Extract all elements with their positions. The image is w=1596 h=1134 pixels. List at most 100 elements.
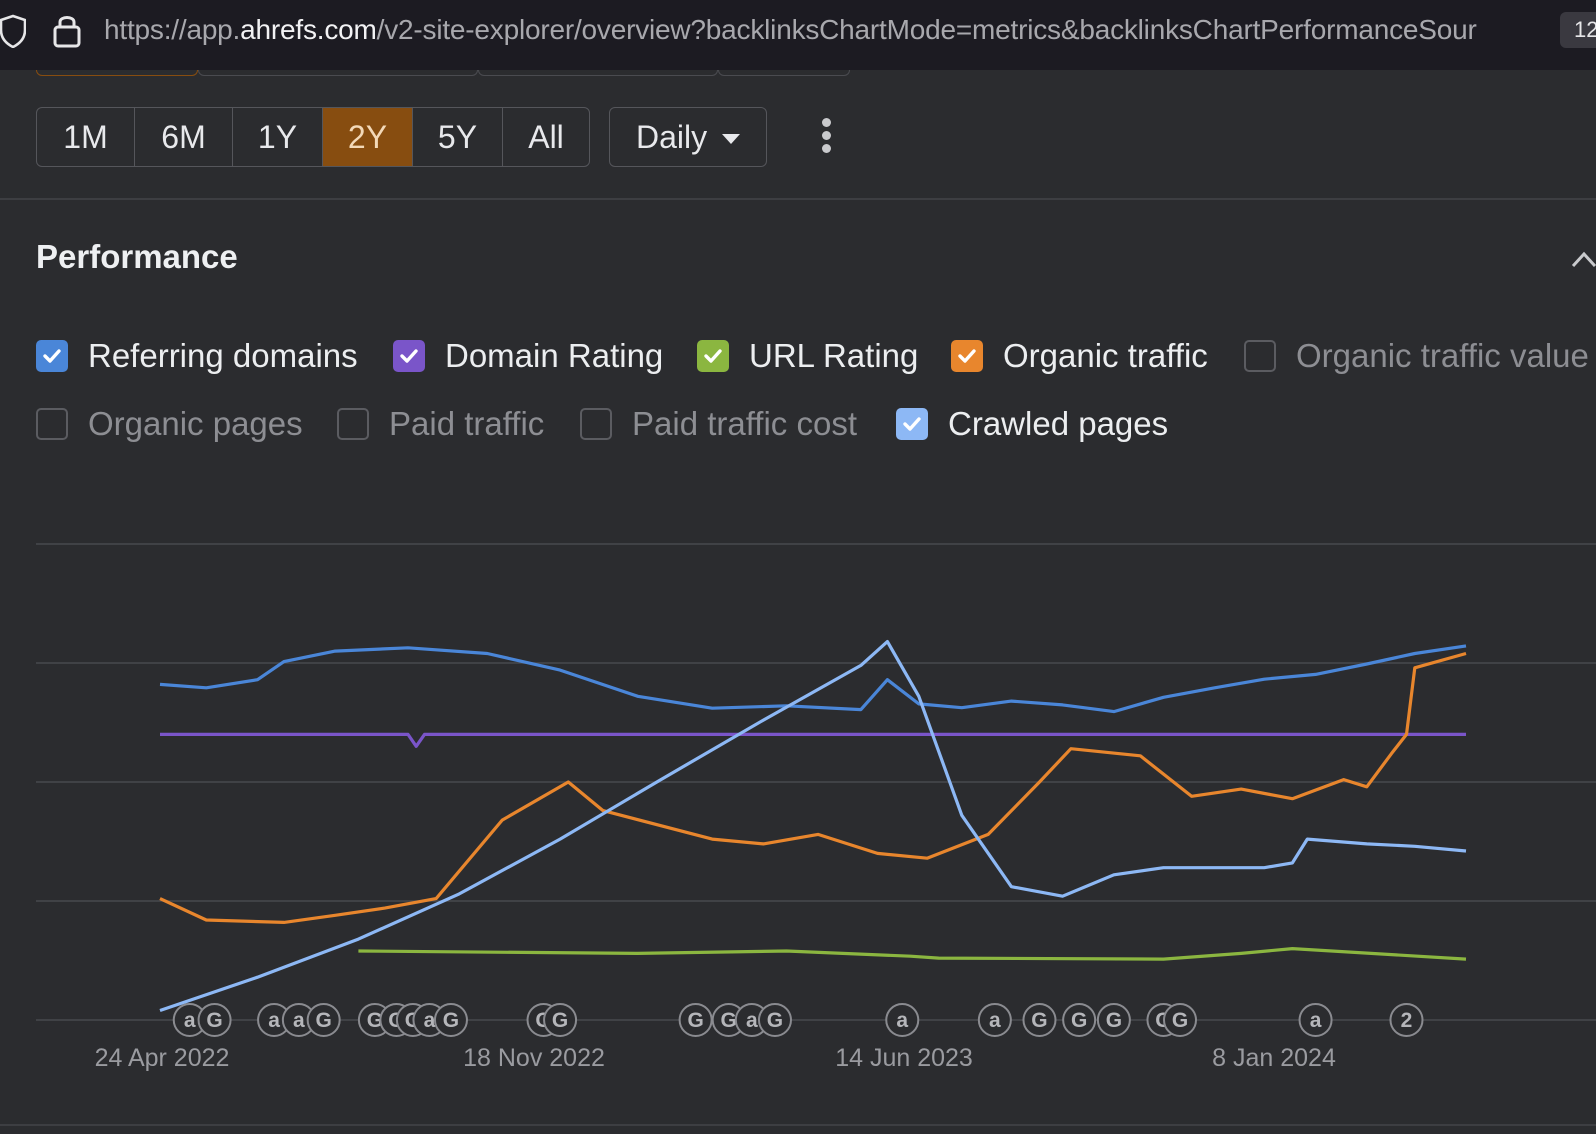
range-button-5y[interactable]: 5Y xyxy=(413,108,503,166)
checkbox-icon[interactable] xyxy=(580,408,612,440)
x-tick-label: 8 Jan 2024 xyxy=(1212,1044,1336,1072)
annotation-label: G xyxy=(315,1009,331,1032)
performance-chart[interactable]: aGaaGGGGaGGGGGaGaaGGGGGa2 24 Apr 202218 … xyxy=(0,480,1596,1120)
series-line-organic-traffic xyxy=(159,651,1467,924)
granularity-dropdown[interactable]: Daily xyxy=(609,107,767,167)
annotation-marker: G xyxy=(306,1003,341,1037)
annotation-marker: G xyxy=(678,1003,713,1037)
legend-label: Organic traffic value xyxy=(1296,337,1589,374)
series-crawled-pages xyxy=(159,640,1467,1013)
annotation-label: G xyxy=(367,1009,383,1032)
annotation-label: G xyxy=(1031,1009,1047,1032)
x-tick-label: 18 Nov 2022 xyxy=(463,1044,605,1072)
legend-organic-traffic[interactable]: Organic traffic xyxy=(951,336,1208,376)
shield-icon[interactable] xyxy=(0,14,26,48)
previous-row-button-edge xyxy=(478,70,718,76)
annotation-label: G xyxy=(206,1009,222,1032)
annotation-label: a xyxy=(896,1009,908,1032)
annotation-label: G xyxy=(1071,1009,1087,1032)
legend-organic-traffic-value[interactable]: Organic traffic value xyxy=(1244,336,1589,376)
legend-label: Referring domains xyxy=(88,337,358,374)
annotation-badge xyxy=(1389,1003,1424,1037)
series-url-rating xyxy=(358,947,1467,961)
checkbox-icon[interactable] xyxy=(697,340,729,372)
legend-label: Crawled pages xyxy=(948,405,1169,442)
series-line-referring-domains xyxy=(159,644,1467,714)
annotation-label: a xyxy=(746,1009,758,1032)
annotation-label: G xyxy=(721,1009,737,1032)
chevron-up-icon[interactable] xyxy=(1570,248,1596,270)
annotation-label: a xyxy=(989,1009,1001,1032)
granularity-label: Daily xyxy=(636,119,708,155)
annotation-badge xyxy=(1022,1003,1057,1037)
legend-organic-pages[interactable]: Organic pages xyxy=(36,404,303,444)
annotation-label: G xyxy=(1106,1009,1122,1032)
annotation-label: a xyxy=(293,1009,305,1032)
section-divider xyxy=(0,198,1596,200)
range-button-all[interactable]: All xyxy=(528,119,564,155)
annotation-badge xyxy=(433,1003,468,1037)
legend-label: Paid traffic cost xyxy=(632,405,857,442)
chart-gridlines xyxy=(36,543,1596,1021)
x-tick-label: 14 Jun 2023 xyxy=(835,1044,973,1072)
range-button-6m[interactable]: 6M xyxy=(135,108,233,166)
url-path: /v2-site-explorer/overview?backlinksChar… xyxy=(376,14,1477,45)
previous-row-button-edge xyxy=(198,70,478,76)
series-referring-domains xyxy=(159,644,1467,714)
checkbox-icon[interactable] xyxy=(36,408,68,440)
date-range-selector: 1M 6M 1Y 2Y 5Y All xyxy=(36,107,590,167)
series-line-crawled-pages xyxy=(159,640,1467,1013)
legend-paid-traffic-cost[interactable]: Paid traffic cost xyxy=(580,404,857,444)
annotation-marker: a xyxy=(1298,1003,1333,1037)
checkbox-icon[interactable] xyxy=(36,340,68,372)
legend-crawled-pages[interactable]: Crawled pages xyxy=(896,404,1168,444)
annotation-marker: 2 xyxy=(1389,1003,1424,1037)
annotation-badge xyxy=(1298,1003,1333,1037)
annotation-label: G xyxy=(1172,1009,1188,1032)
legend-paid-traffic[interactable]: Paid traffic xyxy=(337,404,544,444)
annotation-label: a xyxy=(424,1009,436,1032)
lock-icon[interactable] xyxy=(52,12,82,48)
x-tick-label: 24 Apr 2022 xyxy=(95,1044,230,1072)
annotation-badge xyxy=(1062,1003,1097,1037)
legend-domain-rating[interactable]: Domain Rating xyxy=(393,336,663,376)
range-button-2y[interactable]: 2Y xyxy=(323,108,413,166)
series-domain-rating xyxy=(159,732,1467,748)
legend-label: Domain Rating xyxy=(445,337,664,374)
series-organic-traffic xyxy=(159,651,1467,924)
annotation-badge xyxy=(1163,1003,1198,1037)
range-button-1m[interactable]: 1M xyxy=(37,108,135,166)
annotation-marker: G xyxy=(711,1003,746,1037)
annotation-badge xyxy=(1096,1003,1131,1037)
section-divider xyxy=(0,1124,1596,1126)
previous-row-button-edge xyxy=(36,70,198,76)
more-options-icon[interactable] xyxy=(818,118,834,158)
legend-url-rating[interactable]: URL Rating xyxy=(697,336,918,376)
url-text[interactable]: https://app.ahrefs.com/v2-site-explorer/… xyxy=(104,14,1477,46)
annotation-badge xyxy=(678,1003,713,1037)
legend-label: Organic traffic xyxy=(1003,337,1208,374)
section-title: Performance xyxy=(36,238,238,275)
annotation-badge xyxy=(885,1003,920,1037)
legend-referring-domains[interactable]: Referring domains xyxy=(36,336,358,376)
annotation-marker: a xyxy=(734,1003,769,1037)
chart-annotations: aGaaGGGGaGGGGGaGaaGGGGGa2 xyxy=(172,1003,1424,1037)
annotation-label: a xyxy=(1310,1009,1322,1032)
range-button-1y[interactable]: 1Y xyxy=(233,108,323,166)
annotation-label: a xyxy=(268,1009,280,1032)
browser-url-bar[interactable]: https://app.ahrefs.com/v2-site-explorer/… xyxy=(0,0,1596,70)
annotation-label: G xyxy=(767,1009,783,1032)
legend-label: Paid traffic xyxy=(389,405,545,442)
annotation-marker: G xyxy=(1163,1003,1198,1037)
checkbox-icon[interactable] xyxy=(337,408,369,440)
checkbox-icon[interactable] xyxy=(393,340,425,372)
checkbox-icon[interactable] xyxy=(951,340,983,372)
legend-label: Organic pages xyxy=(88,405,303,442)
tab-count-badge[interactable]: 12 xyxy=(1560,12,1596,48)
annotation-marker: G xyxy=(197,1003,232,1037)
checkbox-icon[interactable] xyxy=(1244,340,1276,372)
checkbox-icon[interactable] xyxy=(896,408,928,440)
chart-series xyxy=(159,640,1467,1013)
series-line-url-rating xyxy=(358,947,1467,961)
legend-label: URL Rating xyxy=(749,337,919,374)
